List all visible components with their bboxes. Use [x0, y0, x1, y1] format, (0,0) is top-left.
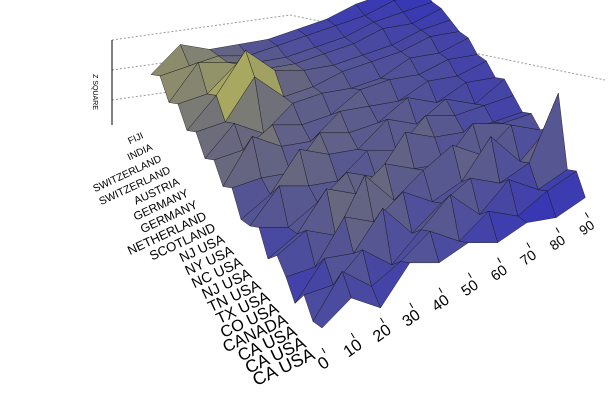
x-tick-label: 30	[400, 306, 424, 330]
x-tick-label: 50	[458, 277, 481, 300]
x-tick	[526, 242, 531, 248]
x-tick-label: 10	[340, 335, 366, 361]
x-tick-label: 60	[488, 262, 510, 284]
x-tick-label: 70	[518, 247, 540, 269]
x-tick-label: 0	[314, 353, 333, 374]
x-tick-label: 40	[429, 292, 453, 316]
x-tick	[409, 302, 414, 309]
x-tick	[380, 317, 384, 324]
x-tick	[321, 347, 326, 354]
x-tick-label: 20	[370, 321, 395, 346]
x-tick	[555, 227, 560, 233]
x-tick	[350, 332, 355, 339]
x-tick	[467, 272, 472, 278]
x-tick	[584, 212, 589, 218]
z-axis-label: Z SQUARE	[91, 74, 98, 110]
x-tick-label: 90	[576, 217, 597, 238]
surface-patch	[312, 270, 352, 329]
x-tick-label: 80	[547, 232, 568, 253]
x-tick	[497, 257, 502, 263]
x-tick	[438, 287, 443, 294]
